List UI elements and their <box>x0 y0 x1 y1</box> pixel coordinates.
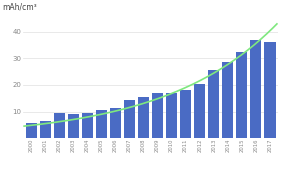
Bar <box>222 62 233 138</box>
Bar <box>26 124 37 138</box>
Bar <box>110 108 121 138</box>
Bar <box>68 114 79 138</box>
Bar <box>180 90 191 138</box>
Bar <box>152 93 163 138</box>
Text: mAh/cm³: mAh/cm³ <box>2 3 37 12</box>
Bar <box>166 93 177 138</box>
Bar <box>124 99 135 138</box>
Bar <box>138 97 149 138</box>
Bar <box>54 113 65 138</box>
Bar <box>82 113 93 138</box>
Bar <box>264 42 275 138</box>
Bar <box>250 40 262 138</box>
Bar <box>96 110 107 138</box>
Bar <box>39 121 51 138</box>
Bar <box>208 70 219 138</box>
Bar <box>194 84 205 138</box>
Bar <box>236 52 247 138</box>
